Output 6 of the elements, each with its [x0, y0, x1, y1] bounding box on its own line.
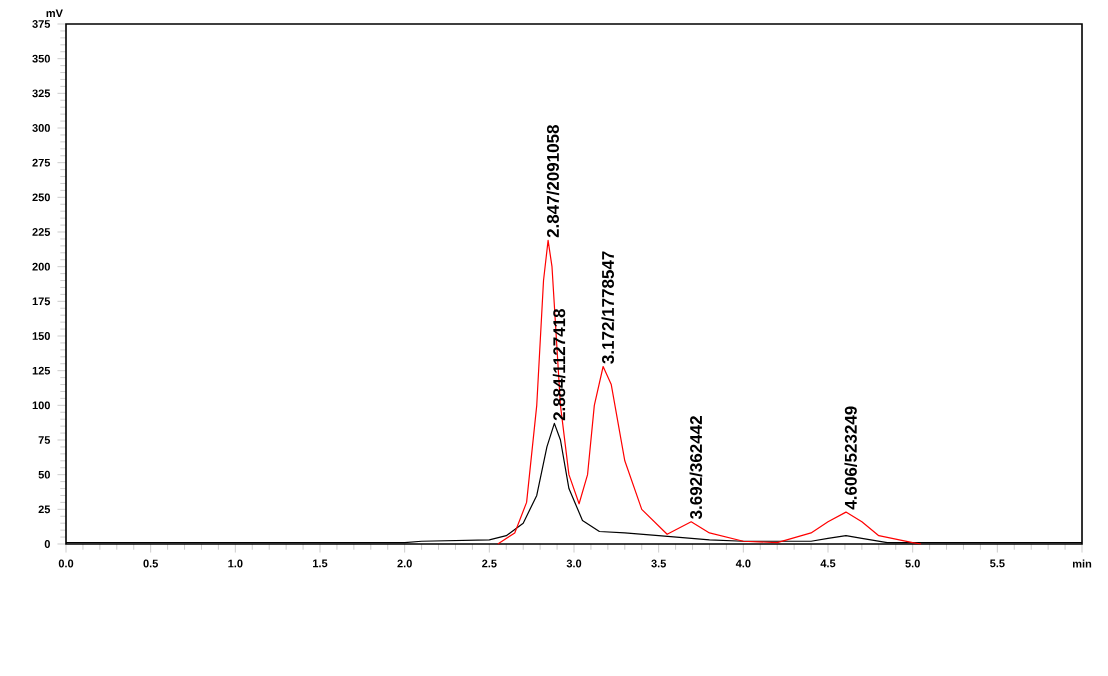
annotation: 3.692/362442	[689, 416, 703, 520]
annotation: 4.606/523249	[844, 406, 858, 510]
annotation: 2.884/1127418	[552, 308, 566, 421]
line-series	[497, 239, 922, 545]
annotation: 3.172/1778547	[601, 251, 615, 364]
annotation: 2.847/2091058	[546, 125, 560, 238]
